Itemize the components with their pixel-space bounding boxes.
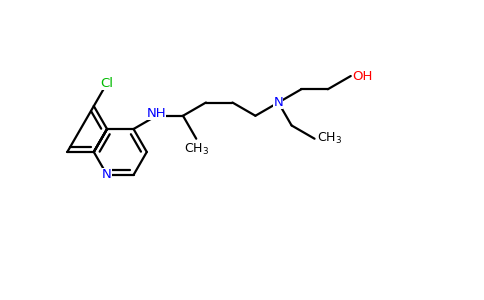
- Text: CH$_3$: CH$_3$: [317, 131, 342, 146]
- Text: Cl: Cl: [101, 76, 114, 90]
- Text: CH$_3$: CH$_3$: [184, 142, 209, 157]
- Text: NH: NH: [147, 107, 166, 120]
- Text: OH: OH: [353, 70, 373, 83]
- Text: N: N: [273, 96, 283, 109]
- Text: N: N: [102, 168, 112, 182]
